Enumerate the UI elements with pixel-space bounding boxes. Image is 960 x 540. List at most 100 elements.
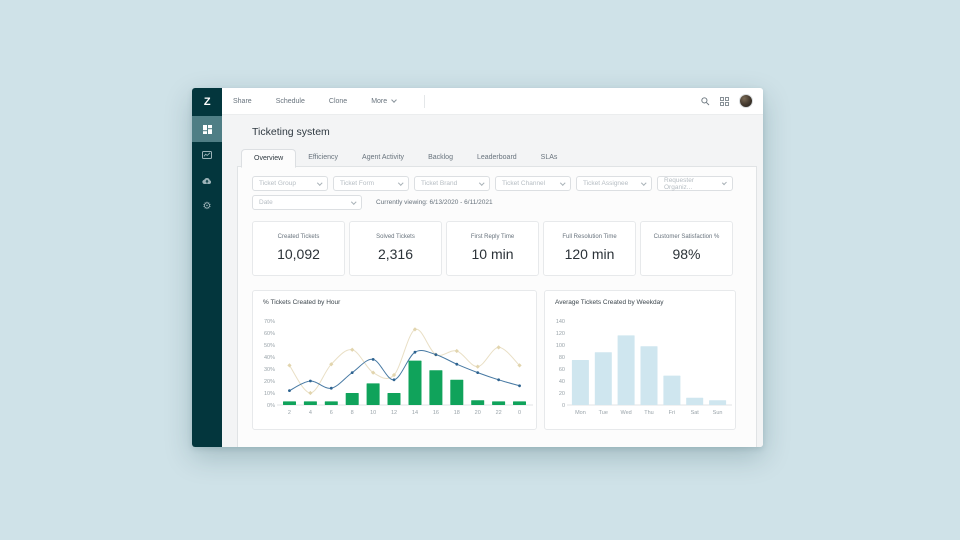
kpi-full-resolution-time: Full Resolution Time 120 min xyxy=(543,221,636,276)
comparison-line-tan-marker xyxy=(454,348,459,354)
x-tick-label: 6 xyxy=(330,410,333,416)
tickets-created-bars-bar xyxy=(429,370,443,405)
sidebar-item-dashboards[interactable] xyxy=(192,116,222,142)
y-tick-label: 0 xyxy=(562,403,565,409)
apps-grid-icon[interactable] xyxy=(720,96,729,106)
hour-chart-canvas: 0% 10% 20% 30% 40% 50% 60% 70% 2 4 6 8 10 12 14 16 18 20 2… xyxy=(264,319,533,416)
trend-line-blue-marker xyxy=(371,358,375,361)
x-tick-label: 0 xyxy=(518,410,521,416)
chevron-down-icon xyxy=(316,180,322,185)
x-tick-label: 14 xyxy=(412,410,418,416)
topbar: Share Schedule Clone More xyxy=(222,88,763,115)
avg-tickets-bars-bar xyxy=(594,352,612,405)
x-tick-label: 12 xyxy=(391,410,397,416)
filter-label: Ticket Form xyxy=(340,180,375,187)
tickets-created-bars-bar xyxy=(387,393,401,405)
filter-row-2: Date Currently viewing: 6/13/2020 - 6/11… xyxy=(252,195,493,210)
trend-line-blue xyxy=(289,350,520,392)
chevron-down-icon xyxy=(478,180,484,185)
user-avatar[interactable] xyxy=(739,94,753,108)
sidebar-item-settings[interactable]: ⚙ xyxy=(192,194,222,220)
sidebar-item-reports[interactable] xyxy=(192,142,222,168)
comparison-line-tan-marker xyxy=(412,327,418,332)
tickets-created-bars-bar xyxy=(366,383,380,405)
x-tick-label: Tue xyxy=(599,410,608,416)
kpi-row: Created Tickets 10,092 Solved Tickets 2,… xyxy=(252,221,733,276)
filter-ticket-group[interactable]: Ticket Group xyxy=(252,176,328,191)
toolbar-divider xyxy=(424,94,426,108)
filter-ticket-channel[interactable]: Ticket Channel xyxy=(495,176,571,191)
x-tick-label: 4 xyxy=(309,410,312,416)
tickets-created-bars-bar xyxy=(408,360,422,405)
share-button[interactable]: Share xyxy=(233,97,252,105)
tickets-created-bars-bar xyxy=(471,400,485,405)
zendesk-logo[interactable]: Z xyxy=(192,88,222,116)
app-window: Z ⚙ xyxy=(192,88,763,447)
y-tick-label: 0% xyxy=(267,403,275,409)
kpi-value: 98% xyxy=(672,246,701,262)
comparison-line-tan xyxy=(289,328,520,394)
trend-line-blue-marker xyxy=(476,371,480,374)
y-tick-label: 60 xyxy=(559,367,565,373)
tab-agent-activity[interactable]: Agent Activity xyxy=(362,154,405,161)
filter-label: Ticket Brand xyxy=(421,180,458,187)
topbar-right xyxy=(701,94,753,108)
tab-efficiency[interactable]: Efficiency xyxy=(308,154,339,161)
tickets-created-bars-bar xyxy=(450,379,464,405)
more-menu-button[interactable]: More xyxy=(371,97,397,105)
schedule-button[interactable]: Schedule xyxy=(275,97,305,105)
filter-ticket-form[interactable]: Ticket Form xyxy=(333,176,409,191)
x-tick-label: Fri xyxy=(669,410,675,416)
weekday-chart-canvas: 0 20 40 60 80 100 120 140 Mon Tue Wed Thu Fri Sat Sun xyxy=(556,319,732,416)
reports-icon xyxy=(202,151,212,159)
more-menu-label: More xyxy=(371,97,388,105)
x-tick-label: 22 xyxy=(496,410,502,416)
content-area: Ticketing system Overview Efficiency Age… xyxy=(222,115,763,447)
x-tick-label: Sat xyxy=(691,410,700,416)
clone-button[interactable]: Clone xyxy=(328,97,348,105)
sidebar-item-publish[interactable] xyxy=(192,168,222,194)
tab-leaderboard[interactable]: Leaderboard xyxy=(476,154,517,161)
kpi-label: Solved Tickets xyxy=(376,234,415,240)
zendesk-logo-glyph: Z xyxy=(203,96,211,108)
dashboard-icon xyxy=(202,124,212,134)
filter-ticket-assignee[interactable]: Ticket Assignee xyxy=(576,176,652,191)
trend-line-blue-marker xyxy=(329,386,333,390)
chevron-down-icon xyxy=(391,97,397,103)
tab-overview[interactable]: Overview xyxy=(241,149,297,168)
kpi-first-reply-time: First Reply Time 10 min xyxy=(446,221,539,276)
kpi-value: 2,316 xyxy=(377,246,414,262)
filter-label: Date xyxy=(259,199,273,206)
trend-line-blue-marker xyxy=(308,379,312,383)
filter-label: Ticket Assignee xyxy=(583,180,629,187)
kpi-solved-tickets: Solved Tickets 2,316 xyxy=(349,221,442,276)
tab-backlog[interactable]: Backlog xyxy=(428,154,453,161)
comparison-line-tan-marker xyxy=(475,364,480,369)
x-tick-label: 8 xyxy=(351,410,354,416)
y-tick-label: 120 xyxy=(556,331,565,337)
y-tick-label: 30% xyxy=(264,367,275,373)
tickets-created-bars-bar xyxy=(303,401,317,405)
page-title: Ticketing system xyxy=(252,126,330,138)
x-tick-label: 2 xyxy=(288,410,291,416)
tab-bar: Overview Efficiency Agent Activity Backl… xyxy=(241,149,569,168)
comparison-line-tan-marker xyxy=(350,347,355,352)
comparison-line-tan-marker xyxy=(391,372,397,378)
kpi-value: 10 min xyxy=(471,246,514,262)
chart-title: % Tickets Created by Hour xyxy=(263,299,341,306)
tickets-created-bars-bar xyxy=(283,401,296,405)
tab-slas[interactable]: SLAs xyxy=(540,154,558,161)
search-icon[interactable] xyxy=(701,96,710,106)
chart-tickets-by-hour: % Tickets Created by Hour 0% 10% 20% 30% 40%… xyxy=(252,290,537,430)
x-tick-label: 16 xyxy=(433,410,439,416)
tickets-created-bars-bar xyxy=(513,401,526,405)
filter-ticket-brand[interactable]: Ticket Brand xyxy=(414,176,490,191)
chevron-down-icon xyxy=(721,180,727,185)
trend-line-blue-marker xyxy=(497,378,501,382)
trend-line-blue-marker xyxy=(434,353,438,356)
filter-date[interactable]: Date xyxy=(252,195,362,210)
comparison-line-tan-marker xyxy=(329,362,334,367)
y-tick-label: 20 xyxy=(559,391,565,397)
filter-requester-organization[interactable]: Requester Organiz... xyxy=(657,176,733,191)
filter-row-1: Ticket Group Ticket Form Ticket Brand Ti… xyxy=(252,176,733,191)
